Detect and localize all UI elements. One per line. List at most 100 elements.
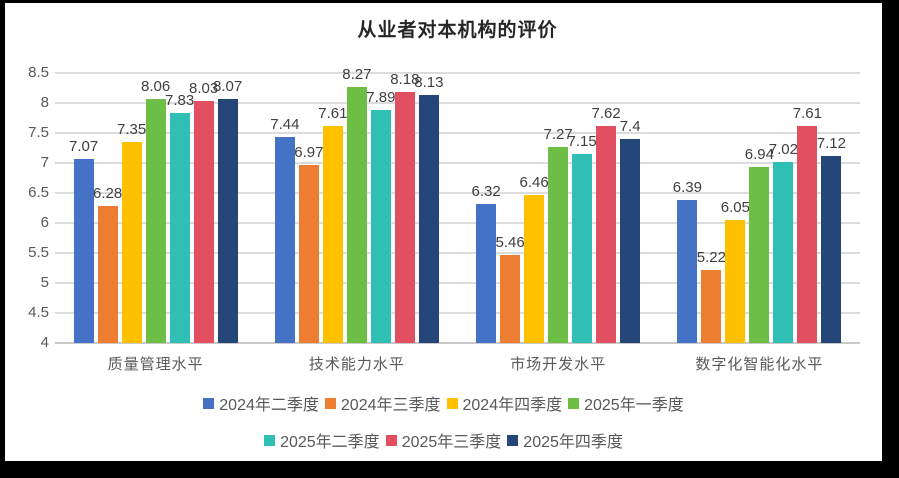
bar-2024年四季度: 6.05: [721, 199, 750, 343]
bar-2024年四季度: 7.61: [318, 105, 347, 343]
bar-value-label: 8.03: [189, 80, 219, 98]
y-tick-label: 5.5: [28, 244, 49, 261]
y-tick-label: 6.5: [28, 184, 49, 201]
x-category-label: 数字化智能化水平: [695, 356, 824, 373]
y-tick-label: 4: [40, 334, 49, 351]
gridline-7.5: [55, 132, 860, 134]
bar-value-label: 7.15: [567, 133, 597, 150]
bar-value-label: 6.97: [294, 143, 324, 161]
bar-value-label: 7.44: [270, 115, 300, 133]
legend-swatch-icon: [385, 434, 397, 446]
bar-2024年三季度: 6.97: [294, 144, 323, 343]
bar-2025年三季度: 7.61: [793, 105, 822, 343]
bar-2025年四季度: 7.4: [620, 118, 641, 343]
legend-item-2025年三季度: 2025年三季度: [385, 428, 502, 452]
bar-2024年三季度: 5.22: [697, 249, 726, 343]
legend-swatch-icon: [507, 434, 519, 446]
bar-2025年一季度: 8.06: [141, 78, 170, 343]
bar-2025年四季度: 8.13: [414, 74, 443, 343]
gridline-4: [55, 342, 860, 344]
x-category-label: 市场开发水平: [510, 356, 607, 373]
legend-label: 2025年四季度: [523, 434, 623, 451]
bar-value-label: 6.39: [672, 178, 702, 196]
legend-label: 2024年二季度: [219, 397, 319, 414]
bar-value-label: 7.62: [591, 104, 621, 122]
bar-value-label: 7.89: [366, 88, 396, 106]
bar-value-label: 6.32: [471, 182, 501, 200]
bar-2024年四季度: 7.35: [117, 121, 146, 343]
legend-label: 2025年二季度: [280, 434, 380, 451]
bar-value-label: 6.46: [519, 174, 549, 192]
bar-value-label: 7.07: [69, 137, 99, 155]
y-tick-label: 7.5: [28, 124, 49, 141]
bar-2025年四季度: 8.07: [213, 78, 242, 343]
legend-swatch-icon: [324, 397, 336, 409]
legend-swatch-icon: [203, 397, 215, 409]
bar-2024年二季度: 6.39: [673, 179, 702, 343]
x-axis-labels: 质量管理水平 技术能力水平 市场开发水平 数字化智能化水平: [55, 353, 860, 374]
legend-swatch-icon: [446, 397, 458, 409]
bar-value-label: 8.18: [390, 71, 420, 89]
legend-item-2024年四季度: 2024年四季度: [446, 391, 563, 415]
bar-value-label: 5.46: [495, 234, 525, 252]
bar-value-label: 7.02: [768, 140, 798, 158]
gridline-8.5: [55, 72, 860, 74]
x-category-label: 技术能力水平: [308, 356, 405, 373]
bar-value-label: 8.07: [213, 77, 243, 95]
bar-2025年二季度: 7.89: [366, 89, 395, 343]
legend-swatch-icon: [568, 397, 580, 409]
bar-value-label: 8.13: [414, 74, 444, 92]
bar-groups: 7.07 6.28 7.35 8.06 7.83 8.03 8.07 7.44 6.97 7.61…: [55, 66, 860, 343]
bar-value-label: 6.28: [93, 185, 123, 203]
y-tick-label: 7: [40, 154, 49, 171]
bar-value-label: 7.83: [165, 92, 195, 110]
legend-item-2025年四季度: 2025年四季度: [507, 428, 623, 452]
legend-item-2025年二季度: 2025年二季度: [264, 428, 380, 452]
y-tick-label: 4.5: [28, 304, 49, 321]
bar-2025年四季度: 7.12: [817, 135, 846, 343]
legend-swatch-icon: [264, 434, 276, 446]
bar-value-label: 8.06: [141, 78, 171, 96]
legend-label: 2025年三季度: [401, 434, 502, 451]
legend-row-1: 2024年二季度 2024年三季度 2024年四季度 2025年一季度: [203, 391, 684, 415]
bar-value-label: 7.27: [543, 125, 573, 143]
bar-2024年二季度: 7.07: [69, 138, 98, 343]
gridline-4.5: [55, 312, 860, 314]
bar-2025年二季度: 7.15: [568, 133, 597, 343]
bar-2025年三季度: 7.62: [592, 105, 621, 343]
bar-2025年三季度: 8.18: [390, 71, 419, 343]
bar-value-label: 7.61: [318, 105, 348, 123]
bar-2025年一季度: 6.94: [745, 146, 774, 343]
bar-value-label: 7.61: [792, 105, 822, 123]
bar-value-label: 7.12: [816, 134, 846, 152]
y-tick-label: 8: [40, 94, 49, 111]
legend-row-2: 2025年二季度 2025年三季度 2025年四季度: [264, 428, 623, 452]
gridline-8: [55, 102, 860, 104]
bar-group-1: 7.07 6.28 7.35 8.06 7.83 8.03 8.07: [55, 73, 256, 343]
bar-group-4: 6.39 5.22 6.05 6.94 7.02 7.61 7.12: [659, 73, 860, 343]
x-category-label: 质量管理水平: [107, 356, 204, 373]
bar-value-label: 6.05: [720, 199, 750, 216]
y-tick-label: 6: [40, 214, 49, 231]
chart-frame: 从业者对本机构的评价 7.07 6.28 7.35 8.06 7.83 8.03 8.07 7…: [5, 3, 882, 461]
y-tick-label: 8.5: [28, 64, 49, 81]
bar-2024年二季度: 6.32: [472, 183, 501, 343]
bar-value-label: 5.22: [696, 248, 726, 266]
legend-label: 2024年四季度: [462, 397, 563, 414]
bar-group-2: 7.44 6.97 7.61 8.27 7.89 8.18 8.13: [256, 66, 457, 343]
bar-2025年一季度: 7.27: [544, 126, 573, 343]
gridline-6.5: [55, 192, 860, 194]
legend: 2024年二季度 2024年三季度 2024年四季度 2025年一季度 2025年二季度…: [5, 391, 882, 452]
legend-item-2025年一季度: 2025年一季度: [568, 391, 684, 415]
bar-2024年三季度: 5.46: [496, 234, 525, 343]
bar-group-3: 6.32 5.46 6.46 7.27 7.15 7.62 7.4: [458, 73, 659, 343]
bar-value-label: 7.35: [117, 121, 147, 138]
y-tick-label: 5: [40, 274, 49, 291]
bar-value-label: 7.4: [619, 118, 641, 135]
bar-2024年四季度: 6.46: [520, 174, 549, 343]
gridline-6: [55, 222, 860, 224]
bar-2024年二季度: 7.44: [270, 116, 299, 343]
legend-item-2024年二季度: 2024年二季度: [203, 391, 319, 415]
gridline-5: [55, 282, 860, 284]
gridline-7: [55, 162, 860, 164]
